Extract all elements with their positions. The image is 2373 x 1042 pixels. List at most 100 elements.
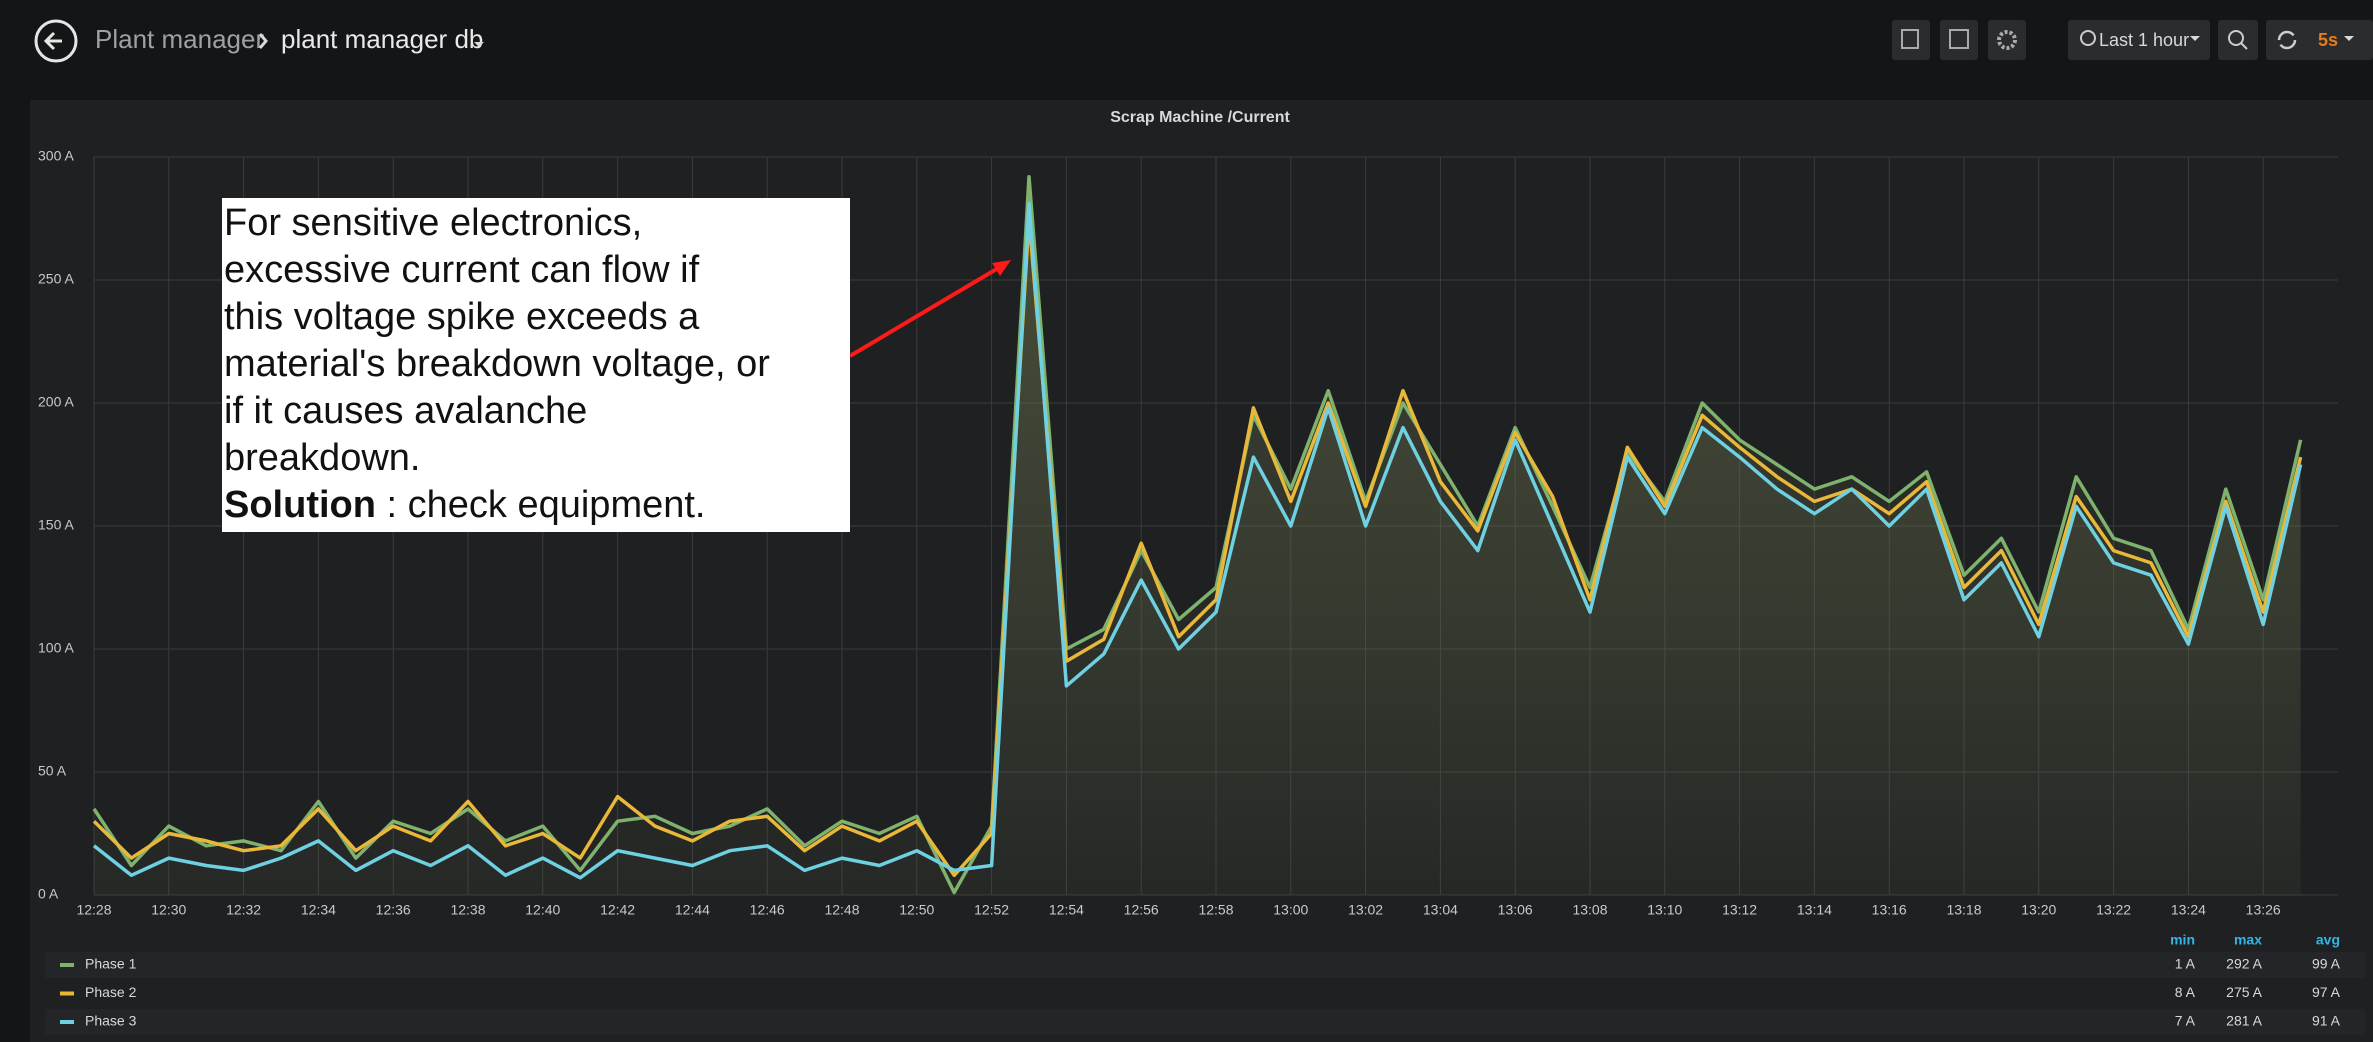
zoom-out-button[interactable] <box>2218 20 2258 60</box>
x-tick-label: 12:54 <box>1049 902 1084 918</box>
y-tick-label: 100 A <box>38 640 74 656</box>
y-tick-label: 0 A <box>38 886 59 902</box>
legend-stat: 281 A <box>2226 1013 2262 1029</box>
legend-stat: 97 A <box>2312 984 2341 1000</box>
y-tick-label: 150 A <box>38 517 74 533</box>
breadcrumb-parent[interactable]: Plant manager <box>95 24 264 54</box>
legend-stat: 1 A <box>2175 956 2196 972</box>
x-tick-label: 13:12 <box>1722 902 1757 918</box>
line-layer <box>92 174 2303 895</box>
annotation-arrow <box>848 265 1002 358</box>
annotation-line: material's breakdown voltage, or <box>224 343 770 385</box>
zoom-icon-handle <box>2240 42 2248 50</box>
series-line <box>92 216 2303 878</box>
x-tick-label: 13:14 <box>1797 902 1832 918</box>
x-tick-label: 13:02 <box>1348 902 1383 918</box>
x-tick-label: 13:10 <box>1647 902 1682 918</box>
legend-stat: 275 A <box>2226 984 2262 1000</box>
x-tick-label: 12:58 <box>1198 902 1233 918</box>
annotation-arrowhead <box>992 260 1011 276</box>
legend-entry[interactable]: Phase 1 <box>85 956 137 972</box>
share-icon <box>1901 29 1919 49</box>
legend-header: max <box>2234 932 2262 948</box>
breadcrumb-separator <box>258 33 268 49</box>
series-area <box>94 203 2301 895</box>
save-button[interactable] <box>1940 20 1978 60</box>
x-tick-label: 12:48 <box>824 902 859 918</box>
settings-button[interactable] <box>1988 20 2026 60</box>
y-tick-label: 250 A <box>38 271 74 287</box>
annotation-box: For sensitive electronics, excessive curr… <box>222 198 850 532</box>
x-tick-label: 13:26 <box>2246 902 2281 918</box>
zoom-icon <box>2228 30 2244 46</box>
x-tick-label: 12:52 <box>974 902 1009 918</box>
caret <box>2344 36 2354 41</box>
y-tick-label: 300 A <box>38 148 74 164</box>
x-tick-label: 12:46 <box>750 902 785 918</box>
annotation-line: if it causes avalanche <box>224 390 588 432</box>
annotation-solution: Solution : check equipment. <box>224 482 850 529</box>
refresh-icon <box>2277 30 2297 50</box>
series-line <box>92 174 2303 895</box>
toolbar: Last 1 hour 5s <box>1892 20 2373 60</box>
x-tick-label: 13:04 <box>1423 902 1458 918</box>
x-tick-label: 12:34 <box>301 902 336 918</box>
back-icon[interactable] <box>34 19 78 63</box>
x-tick-label: 13:06 <box>1498 902 1533 918</box>
back-button[interactable] <box>34 19 78 63</box>
legend-stat: 7 A <box>2175 1013 2196 1029</box>
x-tick-label: 12:40 <box>525 902 560 918</box>
x-tick-label: 12:56 <box>1124 902 1159 918</box>
legend-row <box>45 1009 2365 1035</box>
x-tick-label: 13:20 <box>2021 902 2056 918</box>
clock-icon <box>2080 30 2096 46</box>
legend-header: min <box>2170 932 2195 948</box>
legend-entry[interactable]: Phase 2 <box>85 984 137 1000</box>
x-tick-label: 13:08 <box>1572 902 1607 918</box>
legend-header: avg <box>2316 932 2340 948</box>
legend: min max avg Phase 1 1 A 292 A 99 A Phase 2 8 A 27… <box>45 932 2365 1035</box>
y-tick-label: 200 A <box>38 394 74 410</box>
legend-stat: 292 A <box>2226 956 2262 972</box>
solution-label: Solution <box>224 484 376 526</box>
annotation-line: this voltage spike exceeds a <box>224 296 700 338</box>
x-tick-label: 13:00 <box>1273 902 1308 918</box>
series-line <box>92 201 2303 880</box>
x-tick-label: 12:32 <box>226 902 261 918</box>
x-tick-label: 13:22 <box>2096 902 2131 918</box>
legend-entry[interactable]: Phase 3 <box>85 1013 137 1029</box>
share-button[interactable] <box>1892 20 1930 60</box>
gear-icon <box>1997 30 2017 50</box>
x-tick-label: 12:50 <box>899 902 934 918</box>
time-range[interactable]: Last 1 hour <box>2099 30 2189 50</box>
x-tick-label: 12:44 <box>675 902 710 918</box>
panel-title: Scrap Machine /Current <box>1110 109 1290 126</box>
breadcrumb-current[interactable]: plant manager db <box>281 24 483 54</box>
annotation-line: breakdown. <box>224 437 421 479</box>
back-arrow <box>43 31 62 51</box>
annotation-line: For sensitive electronics, <box>224 202 643 244</box>
legend-stat: 99 A <box>2312 956 2341 972</box>
time-picker[interactable] <box>2068 20 2210 60</box>
refresh-interval[interactable]: 5s <box>2318 30 2338 50</box>
legend-stat: 8 A <box>2175 984 2196 1000</box>
refresh-button[interactable] <box>2266 20 2373 60</box>
y-tick-label: 50 A <box>38 763 67 779</box>
caret <box>474 42 484 47</box>
x-tick-label: 12:36 <box>376 902 411 918</box>
x-tick-label: 12:28 <box>76 902 111 918</box>
save-icon <box>1949 29 1969 49</box>
x-tick-label: 12:30 <box>151 902 186 918</box>
x-tick-label: 12:42 <box>600 902 635 918</box>
caret <box>2190 36 2200 41</box>
area-layer <box>94 176 2301 895</box>
x-tick-label: 13:16 <box>1872 902 1907 918</box>
annotation-line: excessive current can flow if <box>224 249 700 291</box>
legend-row <box>45 980 2365 1007</box>
x-tick-label: 13:24 <box>2171 902 2206 918</box>
solution-text: : check equipment. <box>375 484 706 526</box>
legend-stat: 91 A <box>2312 1013 2341 1029</box>
x-tick-label: 13:18 <box>1946 902 1981 918</box>
x-tick-label: 12:38 <box>450 902 485 918</box>
